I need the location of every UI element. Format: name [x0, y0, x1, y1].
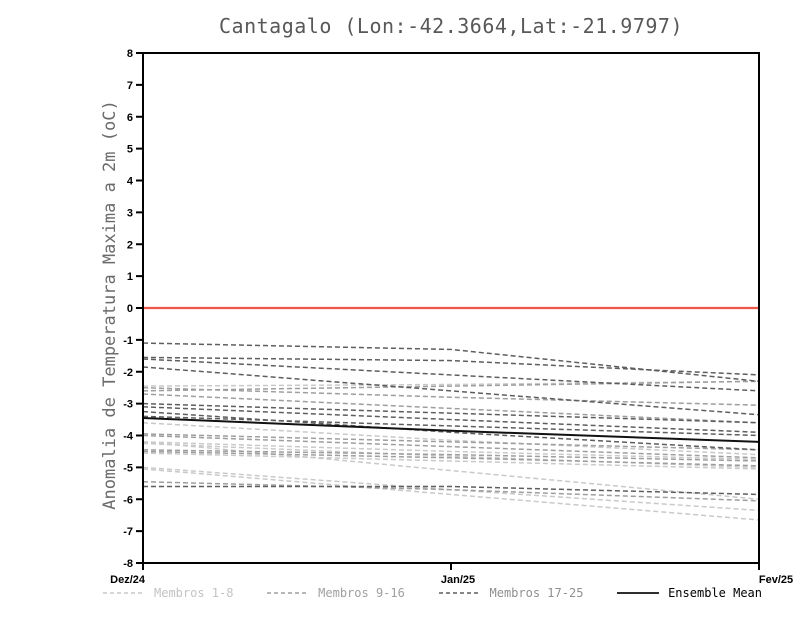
legend-label: Membros 17-25 [489, 586, 584, 600]
svg-text:-6: -6 [123, 494, 133, 506]
svg-text:-4: -4 [123, 431, 134, 443]
dashed-line-icon [267, 592, 310, 594]
legend-item-ensemble-mean: Ensemble Mean [616, 586, 762, 600]
svg-text:3: 3 [127, 207, 133, 219]
svg-text:-3: -3 [123, 399, 133, 411]
svg-text:-7: -7 [123, 526, 133, 538]
svg-text:Jan/25: Jan/25 [441, 574, 475, 586]
svg-text:7: 7 [127, 80, 133, 92]
chart-title: Cantagalo (Lon:-42.3664,Lat:-21.9797) [218, 14, 684, 38]
svg-text:2: 2 [127, 239, 133, 251]
svg-text:6: 6 [127, 112, 133, 124]
solid-line-icon [617, 592, 660, 594]
legend-label: Ensemble Mean [668, 586, 762, 600]
svg-text:-1: -1 [123, 335, 133, 347]
svg-text:8: 8 [127, 48, 133, 60]
legend-item-membros-17-25: Membros 17-25 [438, 586, 584, 600]
legend-label: Membros 9-16 [318, 586, 405, 600]
dashed-line-icon [438, 592, 481, 594]
legend-label: Membros 1-8 [154, 586, 234, 600]
svg-text:-5: -5 [123, 462, 133, 474]
dashed-line-icon [103, 592, 145, 594]
svg-text:-2: -2 [123, 367, 133, 379]
svg-text:0: 0 [127, 303, 133, 315]
svg-text:Fev/25: Fev/25 [759, 574, 793, 586]
legend-item-membros-1-8: Membros 1-8 [102, 586, 233, 600]
svg-text:4: 4 [127, 176, 134, 188]
svg-text:1: 1 [127, 271, 133, 283]
legend-item-membros-9-16: Membros 9-16 [266, 586, 405, 600]
svg-text:5: 5 [127, 144, 133, 156]
legend: Membros 1-8 Membros 9-16 Membros 17-25 E… [102, 586, 762, 600]
svg-text:Dez/24: Dez/24 [110, 574, 146, 586]
svg-text:-8: -8 [123, 558, 133, 570]
